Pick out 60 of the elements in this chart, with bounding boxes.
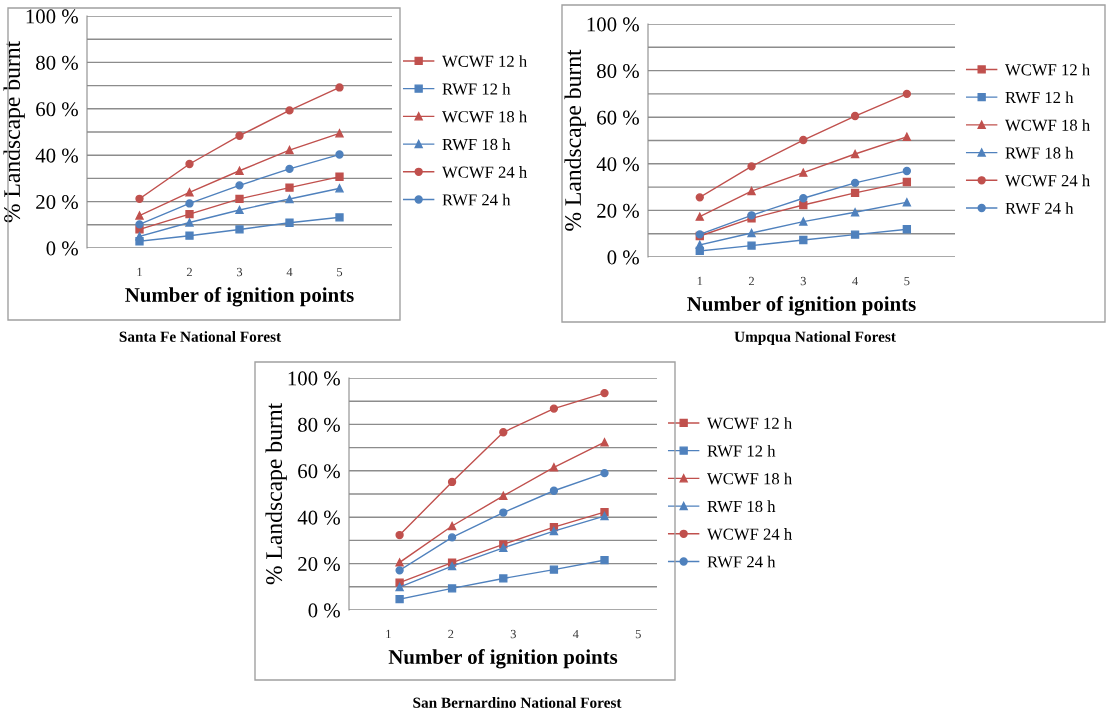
legend-label: RWF 18 h [1005, 146, 1074, 159]
x-axis-title: Number of ignition points [687, 296, 916, 316]
legend-label: RWF 12 h [1005, 91, 1074, 104]
legend-label: RWF 24 h [442, 193, 511, 206]
y-axis-title: % Landscape burnt [265, 403, 287, 585]
y-axis-title: % Landscape burnt [564, 49, 586, 231]
y-tick-label: 80 % [597, 63, 639, 79]
y-tick-label: 80 % [298, 417, 340, 432]
legend-label: RWF 24 h [707, 555, 776, 568]
x-tick-label: 3 [510, 629, 516, 639]
x-tick-label: 2 [748, 276, 754, 286]
text: Santa Fe National Forest [119, 331, 282, 342]
y-tick-label: 0 % [46, 241, 78, 256]
y-tick-label: 20 % [298, 556, 340, 572]
legend-label: RWF 24 h [1005, 202, 1074, 215]
y-tick-label: 40 % [596, 157, 639, 172]
legend-label: WCWF 12 h [1005, 63, 1090, 76]
legend-label: WCWF 18 h [442, 110, 527, 123]
legend-label: WCWF 18 h [1005, 119, 1090, 131]
x-tick-label: 4 [572, 629, 579, 639]
y-tick-label: 100 % [288, 371, 340, 386]
x-tick-label: 4 [852, 276, 859, 286]
x-tick-label: 5 [904, 276, 910, 286]
x-tick-label: 1 [386, 629, 391, 639]
x-tick-label: 2 [186, 267, 192, 277]
x-axis-title: Number of ignition points [125, 287, 354, 307]
y-tick-label: 60 % [597, 110, 639, 125]
legend-label: WCWF 12 h [707, 417, 792, 430]
legend-label: WCWF 12 h [442, 55, 527, 68]
legend-label: WCWF 24 h [442, 166, 527, 178]
y-tick-label: 100 % [26, 9, 78, 24]
legend-label: WCWF 18 h [707, 472, 792, 485]
legend-label: WCWF 24 h [707, 528, 792, 540]
x-tick-label: 3 [236, 267, 243, 277]
y-tick-label: 40 % [35, 148, 78, 163]
y-tick-label: 80 % [36, 55, 78, 70]
legend-label: RWF 18 h [442, 138, 511, 151]
x-tick-label: 1 [697, 276, 703, 286]
x-tick-label: 1 [137, 267, 142, 277]
x-tick-label: 2 [448, 629, 454, 639]
x-tick-label: 5 [337, 267, 343, 277]
text: Umpqua National Forest [734, 331, 896, 345]
legend-label: RWF 18 h [707, 500, 776, 513]
legend-label: RWF 12 h [707, 444, 776, 457]
y-tick-label: 0 % [607, 250, 639, 265]
y-axis-title: % Landscape burnt [3, 41, 25, 223]
y-tick-label: 40 % [297, 510, 340, 525]
x-axis-title: Number of ignition points [388, 649, 618, 669]
x-tick-label: 3 [800, 276, 806, 286]
text: San Bernardino National Forest [413, 697, 622, 708]
y-tick-label: 60 % [298, 464, 340, 479]
legend-label: WCWF 24 h [1005, 174, 1090, 187]
y-tick-label: 20 % [36, 194, 78, 210]
y-tick-label: 20 % [597, 203, 639, 218]
x-tick-label: 4 [286, 267, 293, 277]
legend-label: RWF 12 h [442, 82, 511, 95]
y-tick-label: 0 % [308, 603, 340, 618]
y-tick-label: 60 % [36, 102, 78, 117]
y-tick-label: 100 % [587, 17, 639, 32]
x-tick-label: 5 [635, 629, 641, 639]
